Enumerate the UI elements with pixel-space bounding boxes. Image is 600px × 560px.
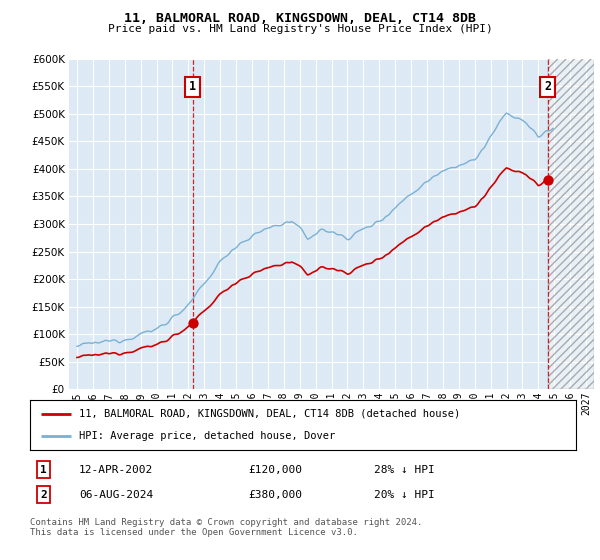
Text: 2: 2 [544,81,551,94]
Text: 28% ↓ HPI: 28% ↓ HPI [374,465,435,474]
Text: 11, BALMORAL ROAD, KINGSDOWN, DEAL, CT14 8DB: 11, BALMORAL ROAD, KINGSDOWN, DEAL, CT14… [124,12,476,25]
Text: £120,000: £120,000 [248,465,302,474]
Text: 06-AUG-2024: 06-AUG-2024 [79,490,154,500]
Text: 12-APR-2002: 12-APR-2002 [79,465,154,474]
Point [543,175,553,184]
Text: 1: 1 [189,81,196,94]
Text: HPI: Average price, detached house, Dover: HPI: Average price, detached house, Dove… [79,431,335,441]
Text: 2: 2 [40,490,47,500]
Text: 11, BALMORAL ROAD, KINGSDOWN, DEAL, CT14 8DB (detached house): 11, BALMORAL ROAD, KINGSDOWN, DEAL, CT14… [79,409,460,419]
Point [188,319,197,328]
Text: 20% ↓ HPI: 20% ↓ HPI [374,490,435,500]
Text: Price paid vs. HM Land Registry's House Price Index (HPI): Price paid vs. HM Land Registry's House … [107,24,493,34]
Text: 1: 1 [40,465,47,474]
Text: £380,000: £380,000 [248,490,302,500]
Text: Contains HM Land Registry data © Crown copyright and database right 2024.
This d: Contains HM Land Registry data © Crown c… [30,518,422,538]
